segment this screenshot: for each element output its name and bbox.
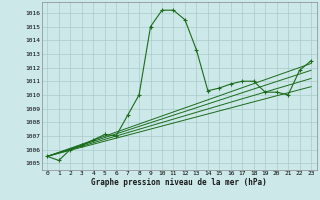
X-axis label: Graphe pression niveau de la mer (hPa): Graphe pression niveau de la mer (hPa) xyxy=(91,178,267,187)
